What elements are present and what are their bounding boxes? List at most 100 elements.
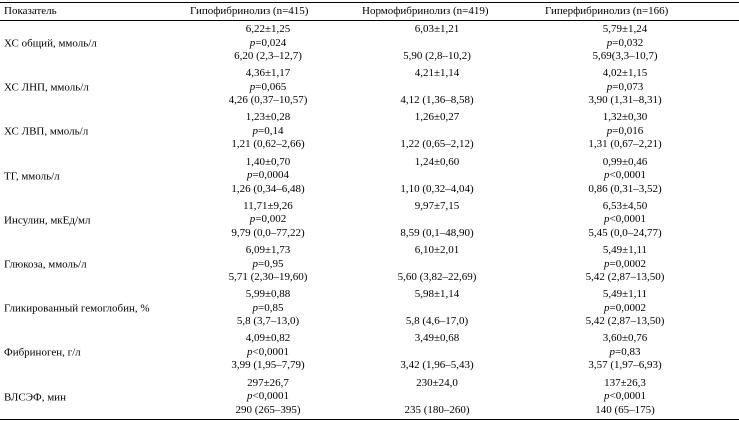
data-cell: 1,40±0,70 p=0,0004 1,26 (0,34–6,48) (183, 155, 353, 199)
data-cell: 4,36±1,17 p=0,065 4,26 (0,37–10,57) (183, 66, 353, 110)
cell-line: p=0,024 (183, 37, 353, 50)
data-cell: 297±26,7 p<0,0001 290 (265–395) (183, 376, 353, 420)
cell-line: p<0,0001 (540, 390, 710, 403)
cell-line: 11,71±9,26 (183, 200, 353, 213)
cell-line: 1,10 (0,32–4,04) (352, 183, 522, 196)
data-cell: 4,09±0,82 p<0,0001 3,99 (1,95–7,79) (183, 331, 353, 375)
cell-line: 1,22 (0,65–2,12) (352, 138, 522, 151)
table-bottom-rule (0, 419, 739, 420)
cell-line: 9,79 (0,0–77,22) (183, 227, 353, 240)
cell-line: 5,90 (2,8–10,2) (352, 50, 522, 63)
data-cell: 3,60±0,76 p=0,83 3,57 (1,97–6,93) (540, 331, 710, 375)
cell-line: 5,42 (2,87–13,50) (540, 271, 710, 284)
cell-line: 5,98±1,14 (352, 288, 522, 301)
cell-line: 6,20 (2,3–12,7) (183, 50, 353, 63)
cell-line: 5,69(3,3–10,7) (540, 50, 710, 63)
table-row: ХС ЛНП, ммоль/л 4,36±1,17 p=0,065 4,26 (0,3… (0, 66, 739, 110)
header-cell: Гиперфибринолиз (n=166) (545, 5, 669, 17)
data-cell: 1,23±0,28 p=0,14 1,21 (0,62–2,66) (183, 110, 353, 154)
data-cell: 6,03±1,21 5,90 (2,8–10,2) (352, 22, 522, 66)
p-value: p=0,0004 (247, 169, 289, 182)
table-row: Гликированный гемоглобин, % 5,99±0,88 p=0,… (0, 287, 739, 331)
table-row: ХС ЛВП, ммоль/л 1,23±0,28 p=0,14 1,21 (0,62… (0, 110, 739, 154)
data-cell: 1,32±0,30 p=0,016 1,31 (0,67–2,21) (540, 110, 710, 154)
data-cell: 6,09±1,73 p=0,95 5,71 (2,30–19,60) (183, 243, 353, 287)
cell-line: p=0,95 (183, 258, 353, 271)
cell-line: 6,03±1,21 (352, 23, 522, 36)
data-cell: 5,49±1,11 p=0,0002 5,42 (2,87–13,50) (540, 287, 710, 331)
cell-line: 1,31 (0,67–2,21) (540, 138, 710, 151)
mean-value: 4,36±1,17 (245, 67, 291, 80)
mean-value: 230±24,0 (416, 376, 458, 389)
p-value: p=0,073 (606, 80, 644, 93)
cell-line: 230±24,0 (352, 377, 522, 390)
cell-line: 3,57 (1,97–6,93) (540, 359, 710, 372)
data-cell: 4,02±1,15 p=0,073 3,90 (1,31–8,31) (540, 66, 710, 110)
data-cell: 1,24±0,60 1,10 (0,32–4,04) (352, 155, 522, 199)
cell-line: 5,71 (2,30–19,60) (183, 271, 353, 284)
p-value: p<0,0001 (604, 169, 646, 182)
p-value: p=0,14 (252, 124, 284, 137)
table-row: Фибриноген, г/л 4,09±0,82 p<0,0001 3,99 (1,… (0, 331, 739, 375)
data-cell: 230±24,0 235 (180–260) (352, 376, 522, 420)
median-value: 5,60 (3,82–22,69) (397, 271, 477, 283)
mean-value: 1,26±0,27 (414, 111, 460, 124)
p-value: p=0,85 (252, 301, 284, 314)
data-cell: 3,49±0,68 3,42 (1,96–5,43) (352, 331, 522, 375)
cell-line: 3,49±0,68 (352, 332, 522, 345)
cell-line: 1,26±0,27 (352, 111, 522, 124)
mean-value: 11,71±9,26 (243, 199, 293, 212)
p-value: p<0,0001 (604, 390, 646, 403)
cell-line: p=0,002 (183, 213, 353, 226)
row-label: Гликированный гемоглобин, % (4, 302, 150, 315)
median-value: 1,10 (0,32–4,04) (400, 182, 474, 195)
mean-value: 5,49±1,11 (602, 288, 648, 301)
p-value: p=0,065 (249, 80, 287, 93)
p-value: p=0,032 (606, 36, 644, 49)
mean-value: 4,09±0,82 (245, 332, 291, 345)
median-value: 5,71 (2,30–19,60) (228, 271, 308, 283)
median-value: 0,86 (0,31–3,52) (588, 182, 662, 195)
row-label: ТГ, ммоль/л (4, 170, 60, 183)
median-value: 3,99 (1,95–7,79) (231, 359, 305, 372)
median-value: 8,59 (0,1–48,90) (400, 226, 474, 239)
cell-line: 4,21±1,14 (352, 67, 522, 80)
cell-line: p=0,073 (540, 81, 710, 94)
cell-line: 235 (180–260) (352, 404, 522, 417)
median-value: 1,22 (0,65–2,12) (400, 138, 474, 151)
cell-line: 3,60±0,76 (540, 332, 710, 345)
cell-line: 5,99±0,88 (183, 288, 353, 301)
cell-line: p=0,065 (183, 81, 353, 94)
header-cell: Показатель (4, 5, 57, 17)
p-value: p=0,0002 (604, 257, 646, 270)
data-cell: 5,99±0,88 p=0,85 5,8 (3,7–13,0) (183, 287, 353, 331)
row-label: Инсулин, мкЕд/мл (4, 214, 91, 227)
median-value: 290 (265–395) (235, 403, 301, 416)
header-cell: Гипофибринолиз (n=415) (190, 5, 309, 17)
cell-line: 4,09±0,82 (183, 332, 353, 345)
cell-line: p=0,0002 (540, 258, 710, 271)
cell-line: 1,23±0,28 (183, 111, 353, 124)
mean-value: 297±26,7 (247, 376, 289, 389)
data-cell: 5,49±1,11 p=0,0002 5,42 (2,87–13,50) (540, 243, 710, 287)
mean-value: 1,40±0,70 (245, 155, 291, 168)
data-cell: 4,21±1,14 4,12 (1,36–8,58) (352, 66, 522, 110)
mean-value: 3,60±0,76 (602, 332, 648, 345)
cell-line: 137±26,3 (540, 377, 710, 390)
median-value: 6,20 (2,3–12,7) (234, 50, 302, 62)
median-value: 3,90 (1,31–8,31) (588, 94, 662, 107)
cell-line: 1,32±0,30 (540, 111, 710, 124)
p-value: p<0,0001 (247, 345, 289, 358)
cell-line: 6,22±1,25 (183, 23, 353, 36)
p-value: p<0,0001 (604, 213, 646, 226)
cell-line: 0,86 (0,31–3,52) (540, 183, 710, 196)
p-value: p=0,016 (606, 124, 644, 137)
cell-line: p=0,0004 (183, 169, 353, 182)
cell-line: 5,8 (3,7–13,0) (183, 315, 353, 328)
cell-line: 5,49±1,11 (540, 244, 710, 257)
median-value: 1,26 (0,34–6,48) (231, 182, 305, 195)
p-value: p=0,002 (249, 213, 287, 226)
cell-line: 1,26 (0,34–6,48) (183, 183, 353, 196)
cell-line: p<0,0001 (540, 213, 710, 226)
cell-line: 5,8 (4,6–17,0) (352, 315, 522, 328)
